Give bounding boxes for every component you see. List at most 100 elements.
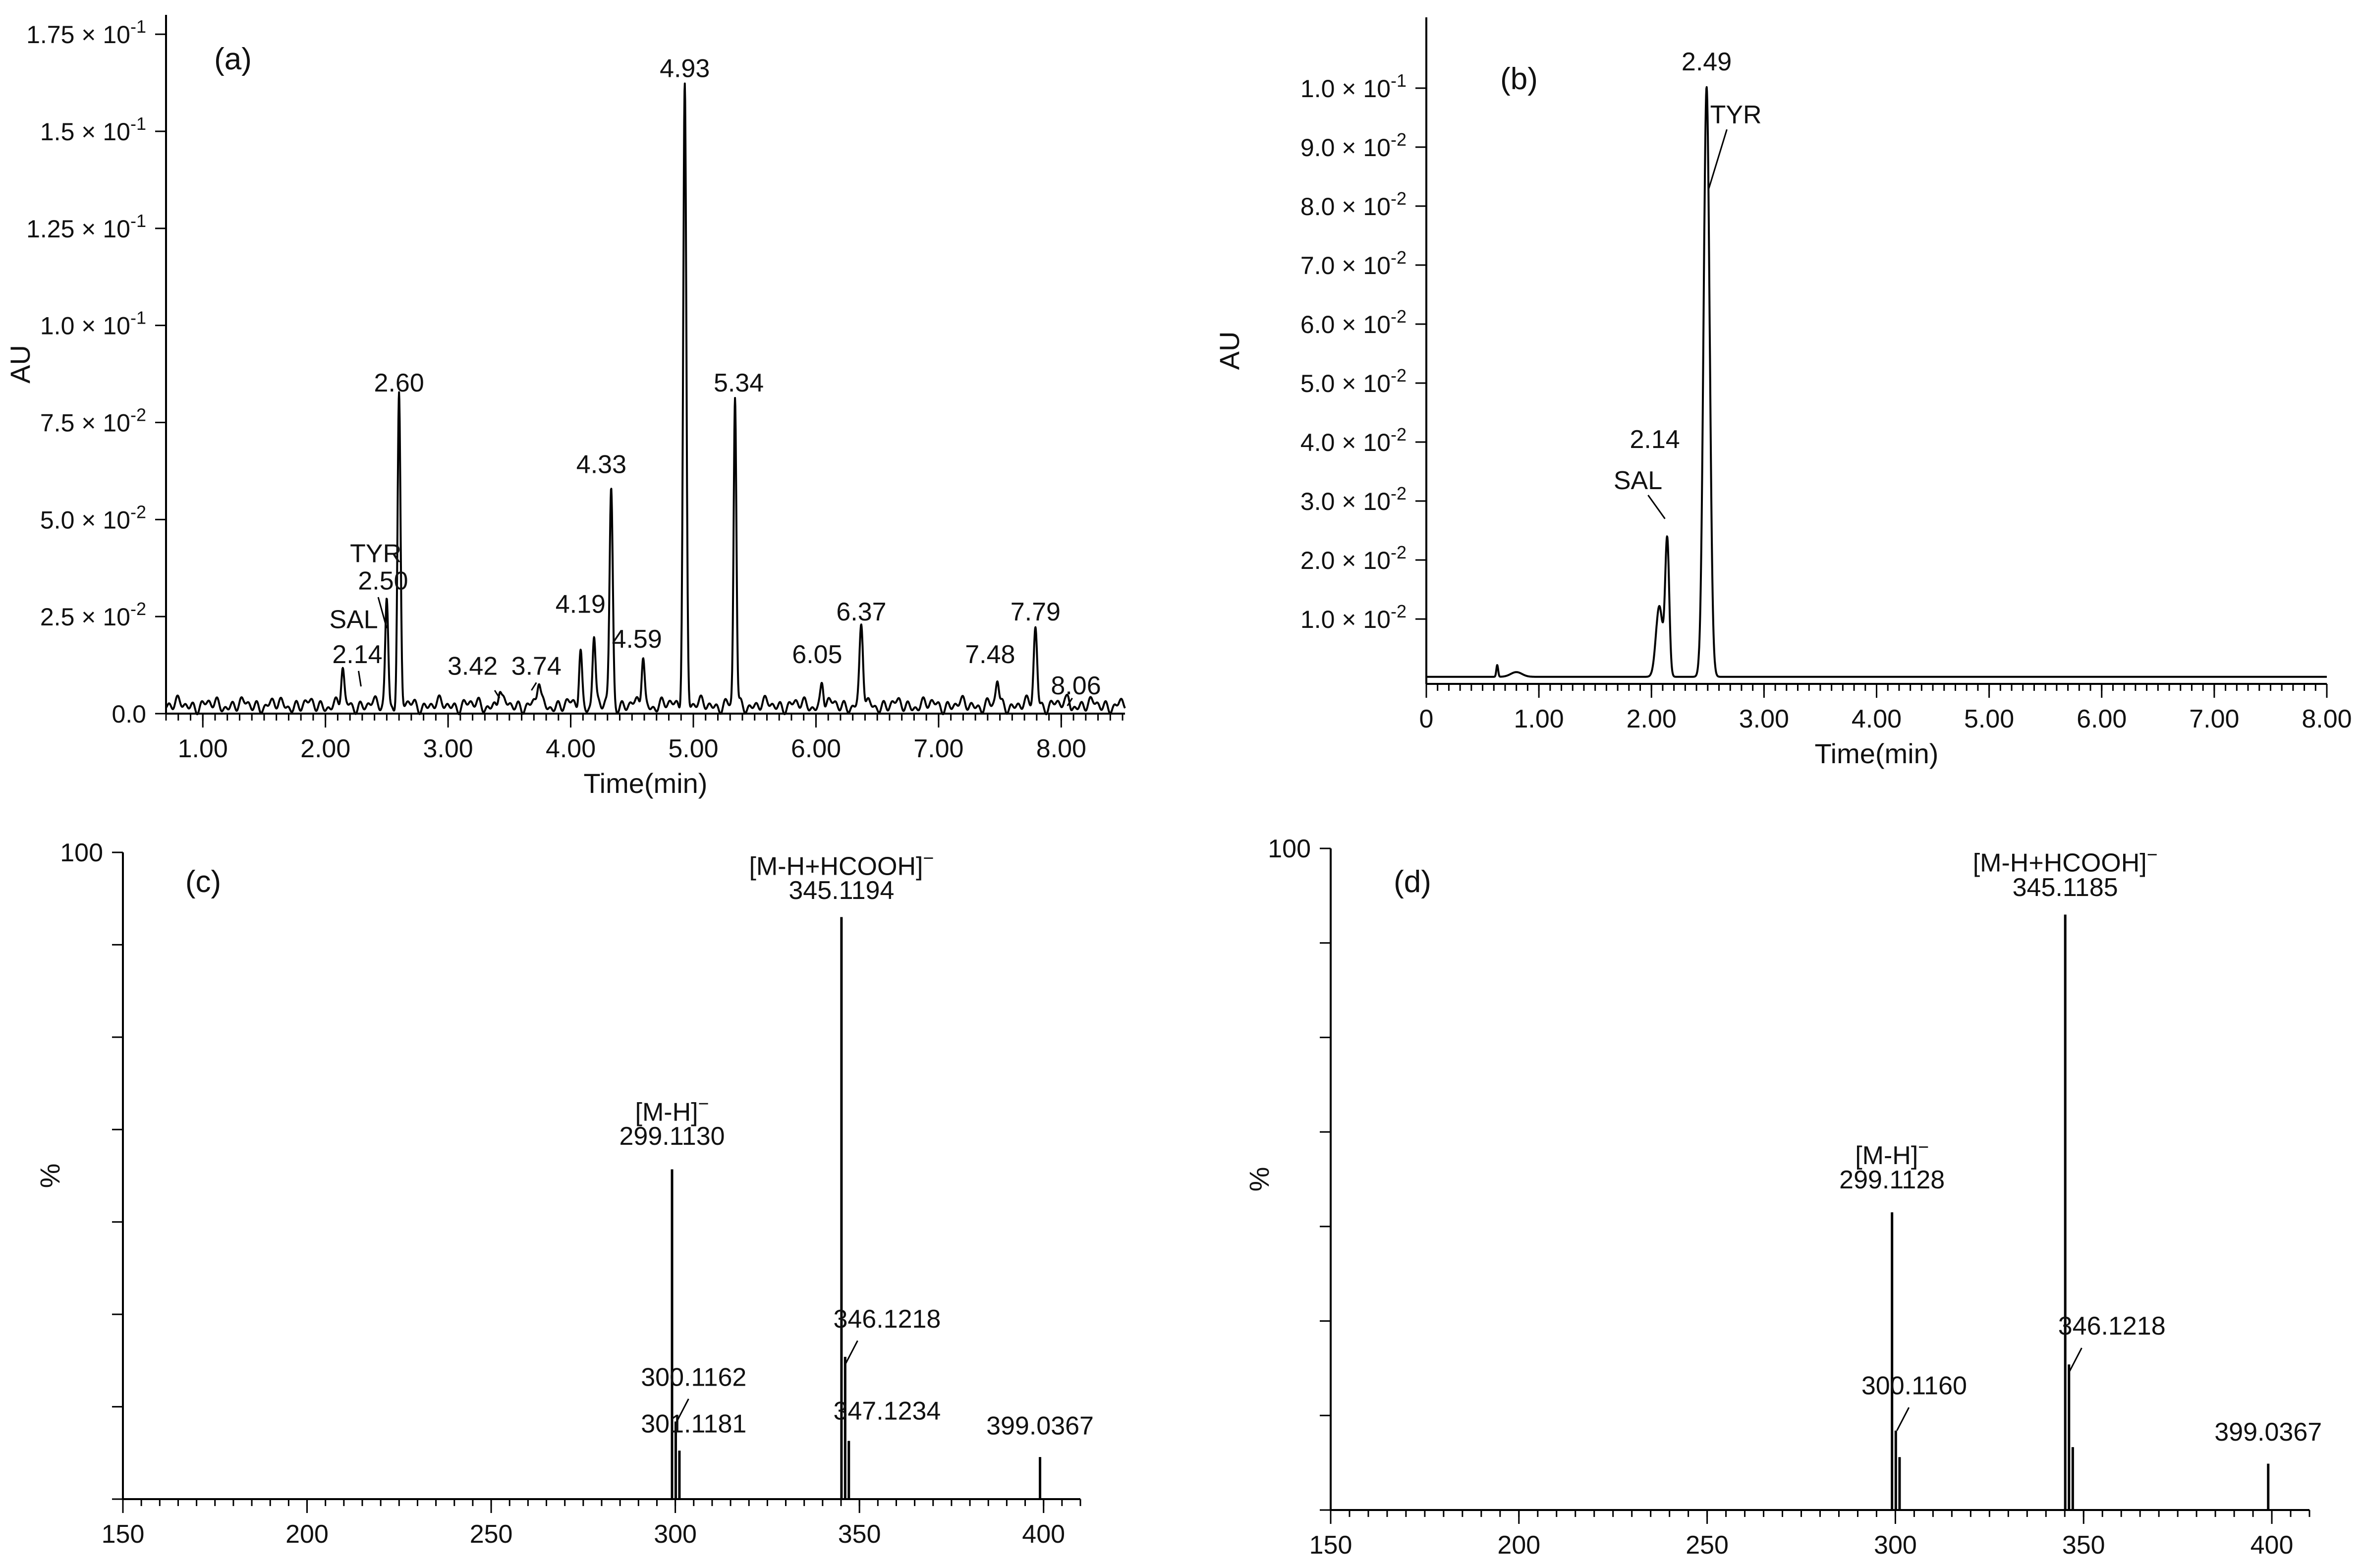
x-tick-label: 3.00 [423, 734, 473, 763]
peak-label: TYR [350, 540, 401, 568]
y-tick-label: 5.0 × 10-2 [1300, 365, 1407, 397]
panel-b: (b) 0 1.00 2.00 3.00 4.00 5.00 6.00 7.00 8.00 1.0 … [1214, 17, 2352, 769]
x-tick-label: 6.00 [2077, 705, 2127, 733]
x-tick-label: 200 [285, 1520, 329, 1549]
x-tick-label: 8.00 [1036, 734, 1086, 763]
peak-label: 4.19 [556, 590, 606, 618]
panel-a: (a) 1.00 2.00 3.00 4.00 5.00 6.00 7.00 8.00 0.0 2.… [4, 15, 1126, 799]
x-tick-label: 350 [2062, 1531, 2105, 1560]
y-tick-label: 6.0 × 10-2 [1300, 306, 1407, 338]
peak-label: SAL [1614, 466, 1662, 495]
leader-line [1896, 1407, 1910, 1431]
peak-label: 2.49 [1682, 48, 1732, 76]
y-tick-label: 2.0 × 10-2 [1300, 542, 1407, 574]
peak-label: 2.14 [332, 640, 382, 669]
x-tick-label: 1.00 [1514, 705, 1564, 733]
y-tick-label: 9.0 × 10-2 [1300, 129, 1407, 162]
peak-label: 4.93 [660, 54, 710, 83]
mz-label: 346.1218 [2058, 1312, 2166, 1341]
y-tick-label: 5.0 × 10-2 [40, 502, 146, 534]
peak-label: 8.06 [1051, 672, 1101, 700]
x-tick-label: 7.00 [2189, 705, 2239, 733]
x-tick-label: 150 [1309, 1531, 1352, 1560]
mz-label: 345.1194 [788, 876, 894, 905]
panel-d: (d) 150 200 250 300 350 400 100% [M-H+HCOOH]−345… [1243, 835, 2322, 1560]
x-tick-label: 1.00 [178, 734, 228, 763]
x-tick-label: 200 [1497, 1531, 1540, 1560]
x-tick-label: 250 [470, 1520, 513, 1549]
mz-label: 300.1162 [641, 1363, 746, 1392]
x-tick-label: 300 [1874, 1531, 1917, 1560]
peak-label: 2.60 [374, 369, 424, 397]
peak-label: 2.14 [1630, 425, 1680, 454]
x-tick-label: 400 [2250, 1531, 2294, 1560]
x-tick-label: 0 [1419, 705, 1434, 733]
mz-label: 346.1218 [833, 1305, 941, 1334]
peak-label: TYR [1710, 101, 1762, 129]
y-tick-label: 8.0 × 10-2 [1300, 188, 1407, 221]
peak-label: 3.74 [511, 652, 562, 681]
peak-label: SAL [329, 606, 378, 634]
mz-label: 299.1130 [619, 1122, 725, 1151]
y-axis-title: % [1243, 1167, 1275, 1192]
peak-label: 4.59 [612, 625, 662, 654]
mz-label: 300.1160 [1861, 1371, 1967, 1400]
panel-label: (c) [185, 865, 221, 899]
y-tick-label: 3.0 × 10-2 [1300, 483, 1407, 515]
peak-label: 7.79 [1011, 598, 1061, 626]
peak-label: 3.42 [448, 652, 498, 681]
x-tick-label: 8.00 [2302, 705, 2352, 733]
x-tick-label: 250 [1686, 1531, 1729, 1560]
x-tick-label: 150 [102, 1520, 145, 1549]
panel-label: (a) [214, 42, 252, 76]
y-tick-label: 100 [1268, 835, 1311, 863]
mz-label: 345.1185 [2013, 873, 2118, 902]
leader-line [845, 1340, 858, 1364]
x-tick-label: 400 [1022, 1520, 1065, 1549]
panel-c: (c) 150 200 250 300 350 400 100% [M-H+HCOOH]−345… [34, 839, 1094, 1549]
y-axis-title: AU [4, 345, 36, 384]
y-axis-title: % [34, 1164, 65, 1188]
panel-label: (d) [1394, 865, 1431, 899]
mz-label: [M-H]− [1855, 1136, 1929, 1170]
y-tick-label: 1.0 × 10-1 [1300, 70, 1407, 103]
x-tick-label: 2.00 [300, 734, 350, 763]
peak-label: 4.33 [576, 450, 626, 479]
leader-line [1647, 495, 1666, 519]
peak-label: 2.50 [358, 566, 408, 595]
leader-line [531, 682, 537, 691]
y-tick-label: 0.0 [112, 700, 146, 728]
x-tick-label: 5.00 [1964, 705, 2014, 733]
peak-label: 5.34 [714, 369, 764, 397]
y-tick-label: 1.5 × 10-1 [40, 113, 146, 146]
leader-line [1067, 697, 1073, 707]
x-axis-title: Time(min) [1815, 738, 1939, 769]
x-tick-label: 350 [838, 1520, 881, 1549]
leader-line [676, 1399, 689, 1422]
y-axis-title: AU [1214, 332, 1245, 370]
mz-label: [M-H]− [635, 1093, 709, 1127]
y-tick-label: 1.25 × 10-1 [26, 211, 146, 243]
x-tick-label: 3.00 [1739, 705, 1789, 733]
leader-line [494, 690, 501, 699]
y-tick-label: 4.0 × 10-2 [1300, 424, 1407, 456]
mz-label: [M-H+HCOOH]− [749, 847, 934, 881]
chromatogram-trace [1425, 86, 2328, 678]
mz-label: [M-H+HCOOH]− [1973, 844, 2158, 878]
x-tick-label: 2.00 [1627, 705, 1677, 733]
peak-label: 6.05 [792, 640, 842, 669]
y-tick-label: 1.0 × 10-1 [40, 308, 146, 340]
x-tick-label: 5.00 [668, 734, 718, 763]
chromatogram-trace [165, 82, 1126, 716]
x-tick-label: 7.00 [913, 734, 963, 763]
mz-label: 399.0367 [2214, 1418, 2322, 1447]
y-tick-label: 100 [60, 839, 103, 867]
x-axis-title: Time(min) [584, 768, 708, 799]
x-tick-label: 4.00 [1852, 705, 1902, 733]
x-tick-label: 4.00 [546, 734, 596, 763]
x-tick-label: 6.00 [791, 734, 841, 763]
leader-line [2069, 1347, 2082, 1372]
peak-label: 6.37 [836, 598, 886, 626]
